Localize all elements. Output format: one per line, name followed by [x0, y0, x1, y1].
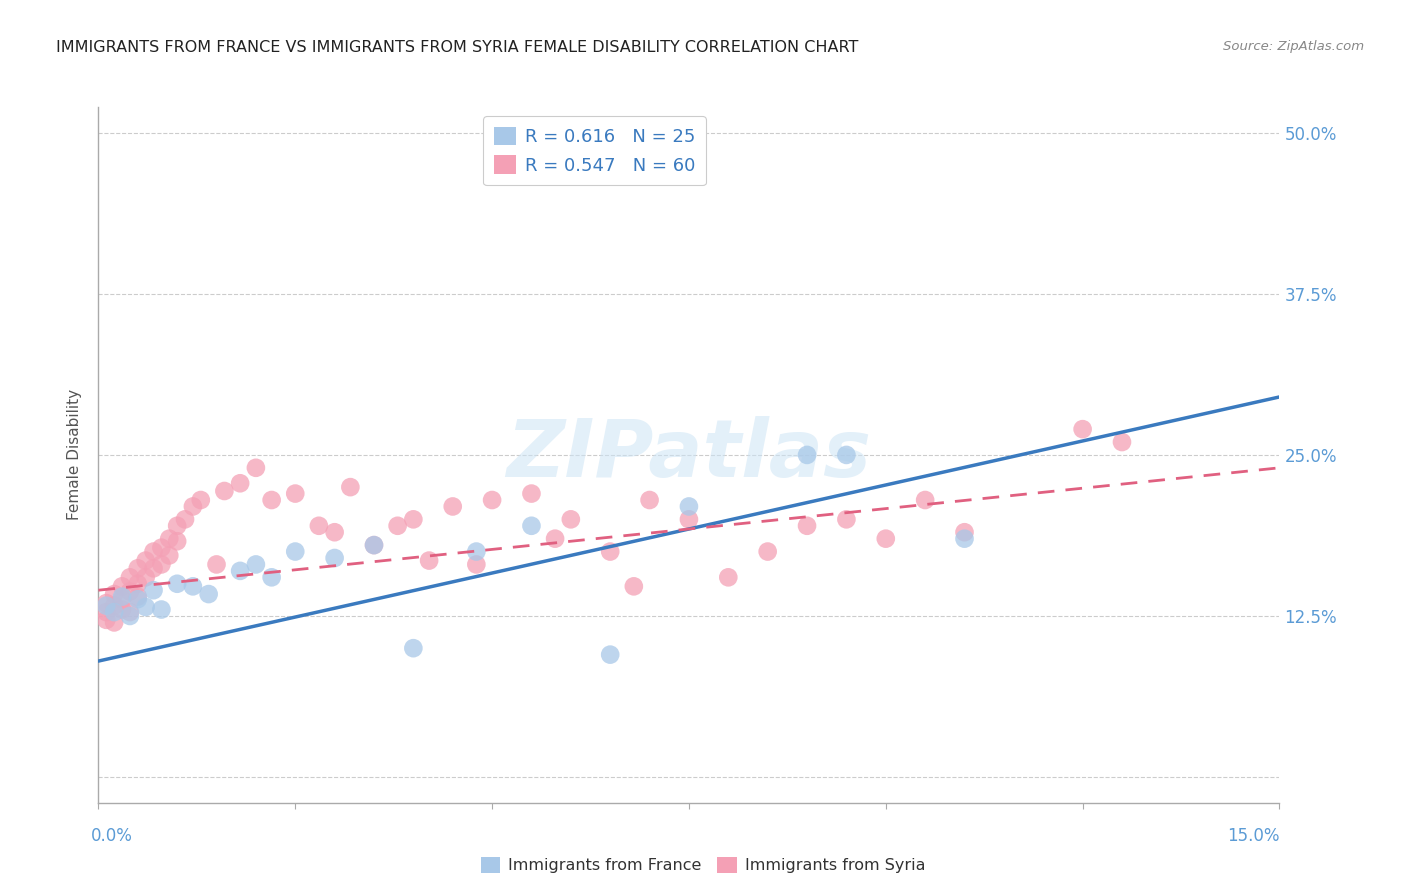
Point [157, 549, 180, 563]
Point [96, 596, 118, 610]
Point [796, 518, 818, 533]
Point [260, 570, 283, 584]
Point [103, 587, 125, 601]
Point [717, 570, 740, 584]
Text: ZIPatlas: ZIPatlas [506, 416, 872, 494]
Point [418, 553, 440, 567]
Point [174, 512, 197, 526]
Point [150, 602, 173, 616]
Point [111, 602, 134, 616]
Point [560, 512, 582, 526]
Point [229, 476, 252, 491]
Point [441, 500, 464, 514]
Point [111, 590, 134, 604]
Point [953, 532, 976, 546]
Point [284, 486, 307, 500]
Point [520, 518, 543, 533]
Point [96, 599, 118, 613]
Point [142, 583, 165, 598]
Point [214, 483, 236, 498]
Point [756, 544, 779, 558]
Point [103, 615, 125, 630]
Point [363, 538, 385, 552]
Point [363, 538, 385, 552]
Point [96, 605, 118, 619]
Point [323, 525, 346, 540]
Point [835, 448, 858, 462]
Point [875, 532, 897, 546]
Text: Source: ZipAtlas.com: Source: ZipAtlas.com [1223, 40, 1364, 54]
Point [111, 579, 134, 593]
Point [402, 512, 425, 526]
Point [111, 592, 134, 607]
Point [118, 584, 141, 599]
Point [150, 541, 173, 555]
Point [150, 558, 173, 572]
Point [599, 648, 621, 662]
Point [284, 544, 307, 558]
Point [402, 641, 425, 656]
Point [166, 576, 188, 591]
Point [142, 544, 165, 558]
Point [205, 558, 228, 572]
Point [127, 592, 149, 607]
Point [599, 544, 621, 558]
Point [118, 609, 141, 624]
Point [481, 493, 503, 508]
Point [953, 525, 976, 540]
Point [678, 512, 700, 526]
Point [1071, 422, 1094, 436]
Legend: Immigrants from France, Immigrants from Syria: Immigrants from France, Immigrants from … [475, 850, 931, 880]
Point [260, 493, 283, 508]
Point [835, 512, 858, 526]
Y-axis label: Female Disability: Female Disability [67, 389, 83, 521]
Text: 0.0%: 0.0% [90, 827, 132, 845]
Point [181, 500, 204, 514]
Point [166, 518, 188, 533]
Point [245, 460, 267, 475]
Point [127, 590, 149, 604]
Point [245, 558, 267, 572]
Point [796, 448, 818, 462]
Point [135, 570, 157, 584]
Text: 15.0%: 15.0% [1227, 827, 1279, 845]
Point [229, 564, 252, 578]
Point [623, 579, 645, 593]
Point [323, 551, 346, 566]
Point [118, 570, 141, 584]
Point [914, 493, 936, 508]
Point [465, 558, 488, 572]
Point [197, 587, 219, 601]
Point [339, 480, 361, 494]
Point [135, 599, 157, 614]
Point [103, 599, 125, 613]
Point [135, 553, 157, 567]
Legend: R = 0.616   N = 25, R = 0.547   N = 60: R = 0.616 N = 25, R = 0.547 N = 60 [484, 116, 706, 186]
Point [103, 605, 125, 619]
Point [465, 544, 488, 558]
Point [118, 605, 141, 619]
Point [678, 500, 700, 514]
Point [127, 576, 149, 591]
Point [520, 486, 543, 500]
Point [96, 613, 118, 627]
Point [190, 493, 212, 508]
Point [127, 561, 149, 575]
Text: IMMIGRANTS FROM FRANCE VS IMMIGRANTS FROM SYRIA FEMALE DISABILITY CORRELATION CH: IMMIGRANTS FROM FRANCE VS IMMIGRANTS FRO… [56, 40, 859, 55]
Point [308, 518, 330, 533]
Point [387, 518, 409, 533]
Point [638, 493, 661, 508]
Point [166, 534, 188, 549]
Point [544, 532, 567, 546]
Point [142, 561, 165, 575]
Point [1111, 435, 1133, 450]
Point [157, 532, 180, 546]
Point [181, 579, 204, 593]
